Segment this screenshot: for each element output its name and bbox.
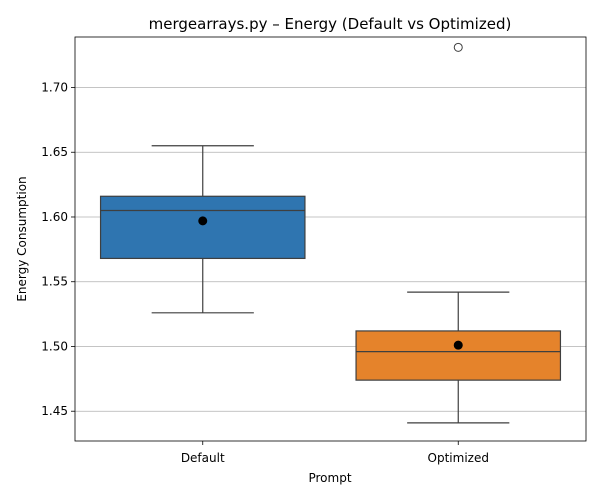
y-tick-label: 1.60 <box>41 210 68 224</box>
plot-area <box>99 42 562 424</box>
box-optimized <box>355 42 562 424</box>
x-tick-label: Optimized <box>428 451 489 465</box>
y-tick-label: 1.70 <box>41 81 68 95</box>
y-tick-label: 1.50 <box>41 339 68 353</box>
x-axis-label: Prompt <box>308 471 351 485</box>
y-tick-label: 1.65 <box>41 145 68 159</box>
y-tick-label: 1.55 <box>41 275 68 289</box>
y-tick-label: 1.45 <box>41 404 68 418</box>
iqr-box <box>99 195 306 260</box>
box-default <box>99 145 306 314</box>
axes-frame <box>74 36 587 442</box>
outlier-point <box>453 42 463 52</box>
y-axis-ticks: 1.45 1.50 1.55 1.60 1.65 1.70 <box>41 81 75 418</box>
mean-marker <box>453 340 463 350</box>
x-axis-ticks: Default Optimized <box>181 441 489 465</box>
mean-marker <box>198 216 208 226</box>
x-tick-label: Default <box>181 451 225 465</box>
chart-title: mergearrays.py – Energy (Default vs Opti… <box>149 15 512 33</box>
iqr-box <box>355 330 562 381</box>
y-axis-label: Energy Consumption <box>15 176 29 301</box>
